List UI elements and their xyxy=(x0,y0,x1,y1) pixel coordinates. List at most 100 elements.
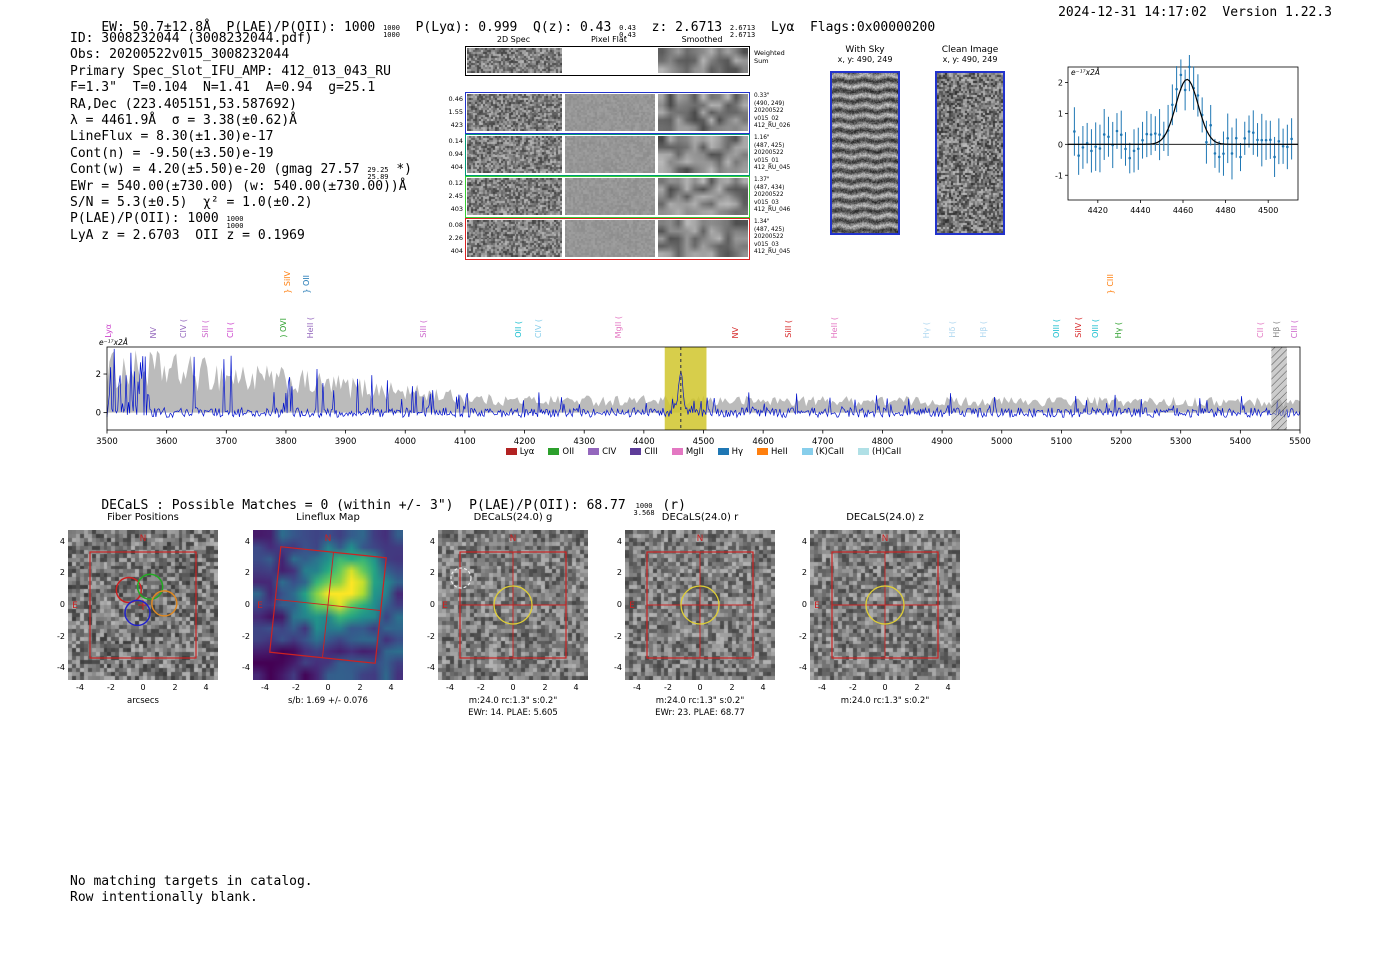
svg-text:4500: 4500 xyxy=(1258,206,1278,215)
info-plae: P(LAE)/P(OII): 1000 1000 1000 xyxy=(70,211,244,231)
svg-text:4400: 4400 xyxy=(633,437,655,447)
axis-tick-label: -4 xyxy=(57,663,65,672)
emission-line-label: Hβ ( xyxy=(979,321,988,338)
info-sn: S/N = 5.3(±0.5) χ² = 1.0(±0.2) xyxy=(70,194,313,210)
weighted-pixelflat-blank xyxy=(565,48,655,73)
spec2d-row-annotation: 1.34" (487, 425) 20200522 v015_03 412_RU_045 xyxy=(754,219,791,256)
svg-text:0: 0 xyxy=(1058,140,1063,149)
legend-label: CIII xyxy=(644,447,658,457)
svg-text:4200: 4200 xyxy=(514,437,536,447)
legend-item: CIII xyxy=(630,447,658,457)
emission-line-label: } CIII xyxy=(1105,273,1115,294)
info-obs: Obs: 20200522v015_3008232044 xyxy=(70,47,290,63)
axis-tick-label: 2 xyxy=(616,568,622,577)
svg-text:4300: 4300 xyxy=(573,437,595,447)
svg-text:4900: 4900 xyxy=(931,437,953,447)
panel-title: Lineflux Map xyxy=(296,512,360,523)
emission-line-labels: Lyα NV CIV (SiII (CII () OVI} SiIV} OII HeI… xyxy=(104,258,1300,340)
legend-swatch xyxy=(548,448,560,455)
axis-tick-label: -4 xyxy=(446,683,454,692)
info-cont-w: Cont(w) = 4.20(±5.50)e-20 (gmag 27.57 29… xyxy=(70,162,412,182)
clean-image-panel: Clean Image x, y: 490, 249 xyxy=(925,45,1015,235)
emission-line-label: CIV ( xyxy=(534,318,544,338)
svg-text:e⁻¹⁷x2Å: e⁻¹⁷x2Å xyxy=(1071,68,1100,77)
emission-line-label: NV xyxy=(730,326,740,338)
spec2d-smooth-image xyxy=(658,220,748,257)
legend-label: (H)CaII xyxy=(872,447,902,457)
emission-line-label: SiIV ( xyxy=(1073,317,1083,338)
info-block: ID: 3008232044 (3008232044.pdf) Obs: 202… xyxy=(70,31,470,244)
axis-tick-label: -4 xyxy=(427,663,435,672)
axis-tick-label: 4 xyxy=(801,537,807,546)
emission-line-label: Hγ ( xyxy=(922,321,932,338)
decals-fraction: 1000 3.568 xyxy=(633,502,655,517)
legend-label: (K)CaII xyxy=(815,447,845,457)
compass-north: N xyxy=(325,534,332,544)
legend-label: Hγ xyxy=(731,447,743,457)
panel-xlabel: s/b: 1.69 +/- 0.076 xyxy=(288,696,368,706)
svg-text:3800: 3800 xyxy=(275,437,297,447)
decals-match-line: DECaLS : Possible Matches = 0 (within +/… xyxy=(101,498,686,517)
cutout-panel-decals_z: DECaLS(24.0) z N E -4 -4 -2 -2 0 0 2 2 4 4 m:24.0 rc:… xyxy=(799,508,960,723)
spec2d-row-annotation: 1.16" (487, 425) 20200522 v015_01 412_RU_045 xyxy=(754,135,791,172)
legend-item: Lyα xyxy=(505,447,535,457)
panel-stats: EWr: 23. PLAE: 68.77 xyxy=(655,708,745,718)
axis-tick-label: 0 xyxy=(140,683,146,692)
full-spectrum-chart: 3500 3600 3700 3800 3900 4000 4100 4200 4300 4400… xyxy=(96,346,1311,447)
axis-tick-label: 0 xyxy=(616,600,622,609)
z-value: z: 2.6713 xyxy=(635,20,730,35)
weighted-sum-row xyxy=(465,46,750,76)
cutout-overlay: NE xyxy=(442,534,567,659)
svg-text:4480: 4480 xyxy=(1215,206,1235,215)
svg-text:3600: 3600 xyxy=(156,437,178,447)
svg-text:3700: 3700 xyxy=(215,437,237,447)
svg-text:1: 1 xyxy=(1058,109,1063,118)
axis-tick-label: -2 xyxy=(664,683,672,692)
axis-tick-label: 4 xyxy=(429,537,435,546)
axis-tick-label: -4 xyxy=(242,663,250,672)
cutout-overlay: NE xyxy=(257,534,387,664)
compass-north: N xyxy=(882,534,889,544)
emission-line-label: Hβ ( xyxy=(1271,321,1281,338)
clean-image-title: Clean Image xyxy=(941,45,999,55)
spec2d-row-weights: 0.12 2.45 403 xyxy=(448,179,463,213)
legend-item: (H)CaII xyxy=(858,447,901,457)
legend-swatch xyxy=(858,448,870,455)
gmag-fraction: 29.25 25.89 xyxy=(367,166,389,182)
cutout-panel-decals_g: DECaLS(24.0) g N E -4 -4 -2 -2 0 0 2 2 4 4 m:24.0 rc:… xyxy=(427,508,588,723)
legend-label: Lyα xyxy=(519,447,535,457)
spec2d-flat-image xyxy=(565,94,655,131)
legend-swatch xyxy=(630,448,642,455)
cutout-overlay: NE xyxy=(72,534,197,659)
emission-line-label: OIII ( xyxy=(1090,318,1100,338)
axis-tick-label: 0 xyxy=(59,600,65,609)
axis-tick-label: 4 xyxy=(573,683,579,692)
axis-tick-label: 4 xyxy=(203,683,209,692)
compass-north: N xyxy=(510,534,517,544)
axis-tick-label: 0 xyxy=(801,600,807,609)
footer-notes: No matching targets in catalog. Row inte… xyxy=(70,874,313,906)
plya-qz-value: P(Lyα): 0.999 Q(z): 0.43 xyxy=(399,20,620,35)
axis-tick-label: 4 xyxy=(59,537,65,546)
axis-tick-label: -2 xyxy=(477,683,485,692)
axis-tick-label: 0 xyxy=(244,600,250,609)
legend-item: OII xyxy=(548,447,574,457)
cutout-overlay: NE xyxy=(814,534,939,659)
svg-text:0: 0 xyxy=(96,409,101,419)
info-primary: Primary Spec_Slot_IFU_AMP: 412_013_043_R… xyxy=(70,63,391,79)
legend-item: MgII xyxy=(671,447,704,457)
axis-tick-label: 4 xyxy=(616,537,622,546)
axis-tick-label: -4 xyxy=(261,683,269,692)
emission-line-label: MgII ( xyxy=(614,315,623,338)
emission-line-label: } SiIV xyxy=(282,271,292,294)
panel-title: DECaLS(24.0) g xyxy=(473,512,553,523)
legend-swatch xyxy=(588,448,600,455)
svg-text:5400: 5400 xyxy=(1230,437,1252,447)
spec2d-col-header: 2D Spec xyxy=(496,35,531,44)
spectrum-legend: Lyα OII CIV CIII MgII Hγ HeII (K)CaII (H)CaII xyxy=(107,447,1300,457)
header-line: EW: 50.7±12.8Å P(LAE)/P(OII): 1000 1000 1… xyxy=(70,5,935,54)
axis-tick-label: 4 xyxy=(945,683,951,692)
legend-swatch xyxy=(801,448,813,455)
svg-text:2: 2 xyxy=(1058,78,1063,87)
